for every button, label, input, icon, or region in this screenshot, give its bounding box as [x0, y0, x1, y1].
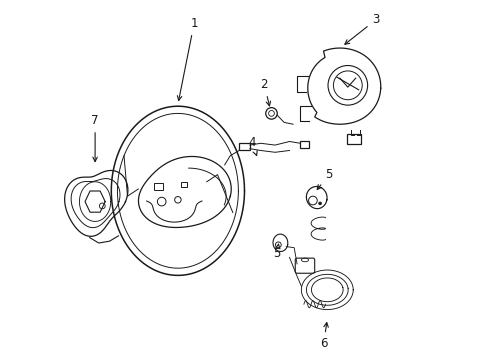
- Bar: [154, 183, 163, 190]
- Text: 4: 4: [247, 136, 257, 156]
- Text: 6: 6: [319, 323, 327, 350]
- Bar: [300, 141, 309, 148]
- Text: 3: 3: [344, 13, 379, 44]
- Text: 1: 1: [177, 17, 198, 100]
- Text: 5: 5: [273, 244, 280, 260]
- Bar: [181, 182, 187, 187]
- Bar: [239, 143, 249, 150]
- Circle shape: [318, 202, 321, 205]
- Text: 7: 7: [91, 114, 99, 162]
- Bar: [346, 134, 360, 144]
- Text: 5: 5: [317, 168, 332, 189]
- Text: 2: 2: [260, 78, 270, 106]
